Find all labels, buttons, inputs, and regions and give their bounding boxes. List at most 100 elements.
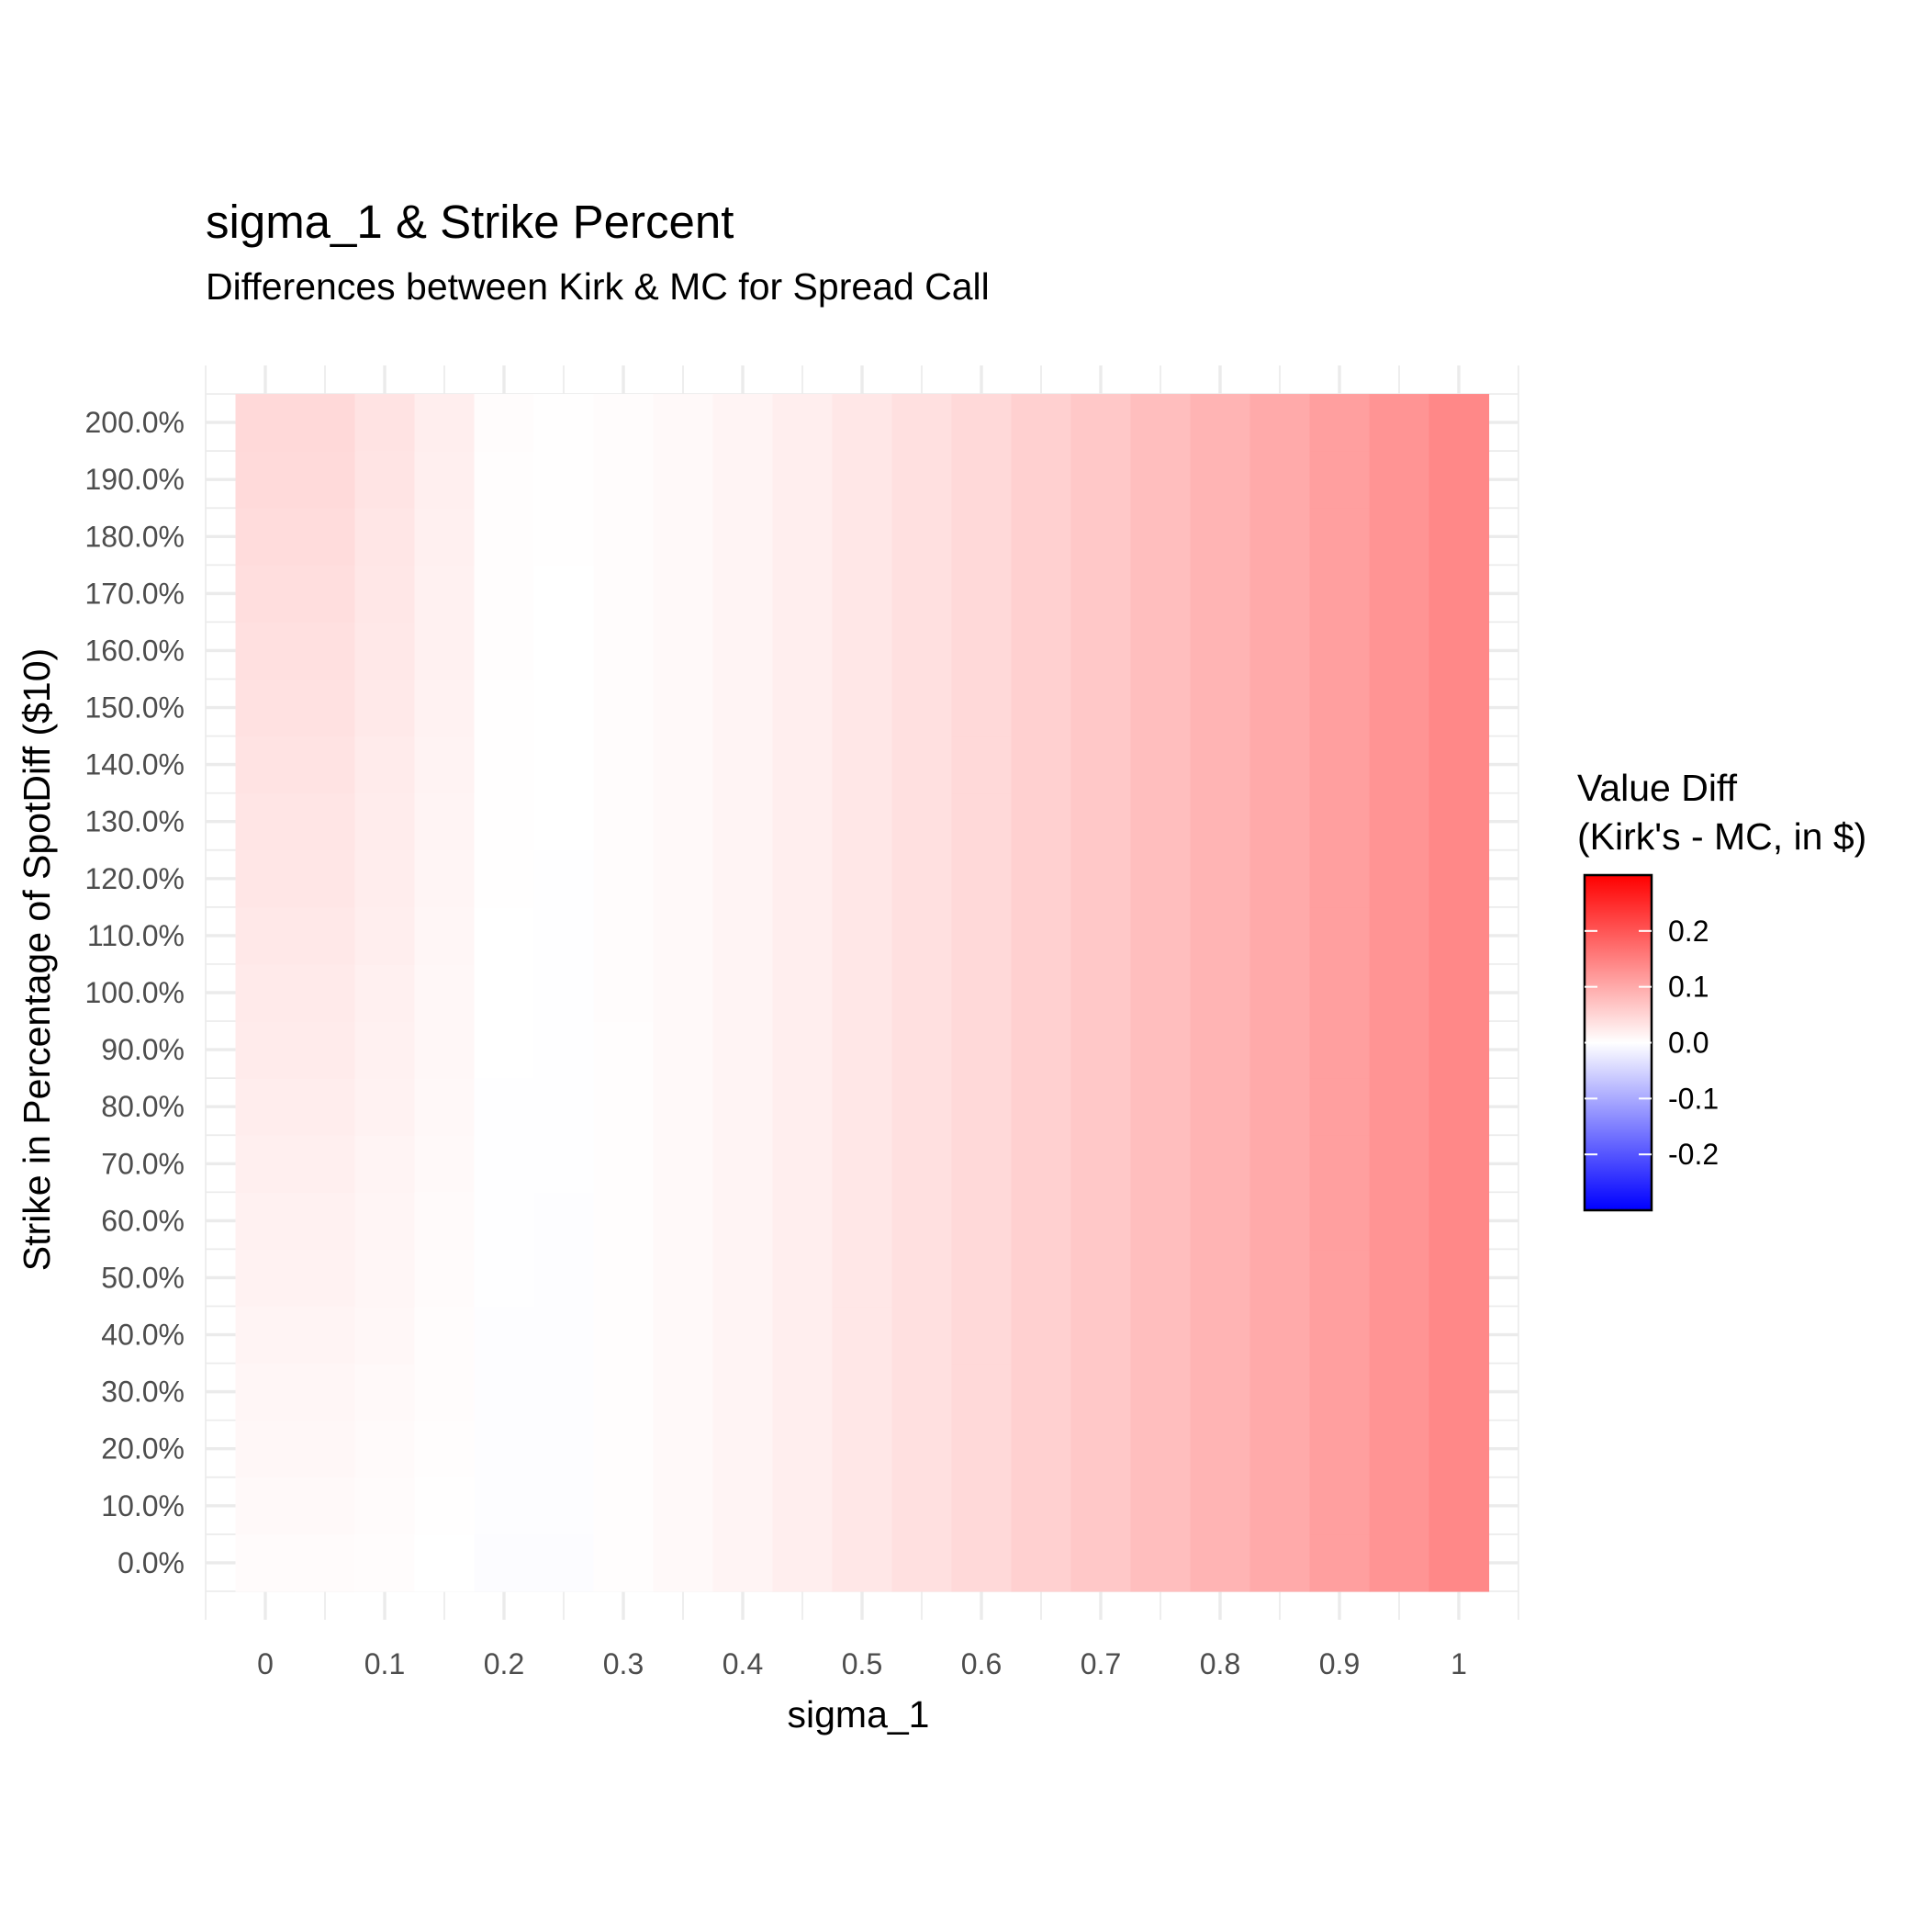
heatmap-tile — [1190, 736, 1251, 794]
heatmap-tile — [1190, 1249, 1251, 1308]
heatmap-tile — [474, 1135, 535, 1193]
heatmap-tile — [414, 1249, 476, 1308]
heatmap-tile — [712, 1135, 774, 1193]
heatmap-tile — [295, 679, 356, 737]
heatmap-tile — [832, 508, 893, 566]
heatmap-tile — [1428, 1363, 1490, 1421]
y-tick-label: 120.0% — [84, 862, 185, 895]
heatmap-tile — [1190, 1078, 1251, 1136]
heatmap-tile — [593, 1021, 655, 1079]
heatmap-tile — [414, 1420, 476, 1478]
heatmap-tile — [1249, 1021, 1311, 1079]
heatmap-tile — [653, 963, 714, 1022]
heatmap-tile — [533, 736, 595, 794]
heatmap-tile — [951, 1135, 1013, 1193]
heatmap-tile — [832, 1477, 893, 1535]
heatmap-tile — [533, 622, 595, 680]
heatmap-tile — [533, 1363, 595, 1421]
heatmap-tile — [1130, 1249, 1192, 1308]
heatmap-tile — [772, 906, 834, 965]
heatmap-tile — [1011, 1249, 1072, 1308]
heatmap-tile — [1249, 451, 1311, 509]
heatmap-tile — [712, 1306, 774, 1365]
heatmap-tile — [1428, 451, 1490, 509]
heatmap-tile — [891, 1078, 953, 1136]
heatmap-tile — [593, 1306, 655, 1365]
heatmap-tile — [1428, 679, 1490, 737]
heatmap-tile — [295, 736, 356, 794]
heatmap-tile — [772, 1135, 834, 1193]
heatmap-tile — [1011, 963, 1072, 1022]
heatmap-tile — [1070, 508, 1132, 566]
heatmap-tile — [414, 792, 476, 851]
heatmap-tile — [653, 1249, 714, 1308]
heatmap-tile — [891, 1135, 953, 1193]
heatmap-tile — [1190, 1420, 1251, 1478]
heatmap-tile — [295, 1192, 356, 1251]
heatmap-tile — [653, 1078, 714, 1136]
heatmap-tile — [951, 736, 1013, 794]
heatmap-tile — [295, 451, 356, 509]
heatmap-tile — [832, 1021, 893, 1079]
heatmap-tile — [1249, 963, 1311, 1022]
heatmap-tile — [1011, 736, 1072, 794]
heatmap-tile — [533, 963, 595, 1022]
heatmap-tile — [1130, 1420, 1192, 1478]
heatmap-tile — [891, 906, 953, 965]
heatmap-tile — [653, 508, 714, 566]
y-tick-label: 110.0% — [87, 919, 185, 952]
heatmap-tile — [1249, 1192, 1311, 1251]
heatmap-tile — [1369, 565, 1430, 623]
heatmap-tile — [1070, 849, 1132, 908]
heatmap-tile — [414, 679, 476, 737]
heatmap-tile — [951, 792, 1013, 851]
y-tick-label: 160.0% — [84, 634, 185, 667]
heatmap-tile — [474, 1192, 535, 1251]
heatmap-tile — [712, 565, 774, 623]
heatmap-tile — [533, 565, 595, 623]
heatmap-tile — [1369, 1078, 1430, 1136]
y-tick-label: 20.0% — [101, 1432, 185, 1466]
heatmap-tile — [235, 1477, 297, 1535]
heatmap-tile — [832, 1533, 893, 1592]
heatmap-tile — [712, 906, 774, 965]
heatmap-tile — [533, 508, 595, 566]
heatmap-tile — [1011, 1477, 1072, 1535]
heatmap-tile — [414, 963, 476, 1022]
heatmap-tile — [235, 792, 297, 851]
heatmap-tile — [772, 1249, 834, 1308]
heatmap-tile — [772, 1477, 834, 1535]
y-tick-label: 30.0% — [101, 1376, 185, 1409]
heatmap-tile — [1249, 1477, 1311, 1535]
heatmap-tile — [1070, 1477, 1132, 1535]
x-tick-label: 0.5 — [842, 1647, 882, 1680]
heatmap-tile — [1011, 1078, 1072, 1136]
heatmap-tile — [354, 679, 416, 737]
heatmap-tile — [1249, 394, 1311, 452]
heatmap-tile — [235, 1078, 297, 1136]
heatmap-tile — [951, 906, 1013, 965]
heatmap-tile — [653, 679, 714, 737]
heatmap-tile — [235, 1021, 297, 1079]
heatmap-tile — [1130, 792, 1192, 851]
heatmap-tile — [772, 792, 834, 851]
heatmap-tile — [891, 1021, 953, 1079]
heatmap-tile — [1190, 1192, 1251, 1251]
heatmap-tile — [653, 1135, 714, 1193]
heatmap-tile — [295, 1363, 356, 1421]
heatmap-tile — [474, 1021, 535, 1079]
heatmap-tile — [1190, 792, 1251, 851]
heatmap-tile — [593, 792, 655, 851]
heatmap-tile — [1309, 394, 1371, 452]
heatmap-tile — [1130, 508, 1192, 566]
heatmap-tile — [1249, 1420, 1311, 1478]
heatmap-tile — [1130, 1078, 1192, 1136]
heatmap-tile — [1070, 906, 1132, 965]
heatmap-tile — [1249, 1078, 1311, 1136]
heatmap-tile — [1070, 1533, 1132, 1592]
y-tick-label: 190.0% — [84, 463, 185, 496]
heatmap-tile — [1070, 1021, 1132, 1079]
heatmap-tile — [1369, 906, 1430, 965]
heatmap-tile — [1130, 1306, 1192, 1365]
heatmap-tile — [712, 849, 774, 908]
